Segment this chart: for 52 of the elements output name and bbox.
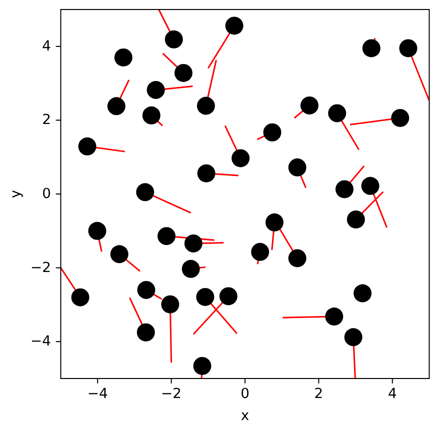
point (263, 123, 282, 142)
point (197, 164, 216, 182)
x-tick-label: 2 (314, 386, 324, 402)
point (346, 210, 365, 228)
point (325, 308, 344, 326)
point (136, 323, 155, 342)
point (354, 284, 372, 302)
point (288, 158, 306, 176)
point (184, 234, 202, 252)
x-tick-label: −2 (161, 386, 182, 402)
point (328, 104, 346, 122)
point (196, 96, 215, 115)
point (196, 288, 214, 306)
point (142, 106, 160, 124)
x-tick-label: −4 (87, 386, 108, 402)
point (78, 137, 96, 156)
point (114, 48, 132, 66)
point (107, 97, 126, 116)
point (110, 245, 128, 264)
point (158, 227, 176, 246)
point (161, 295, 180, 314)
point (362, 39, 380, 58)
point (335, 180, 354, 198)
y-tick-label: 4 (42, 38, 52, 54)
point (219, 287, 238, 306)
point (300, 96, 318, 114)
y-tick-label: −2 (30, 260, 51, 276)
point (164, 30, 183, 48)
point (71, 288, 90, 306)
point (288, 249, 306, 268)
point (146, 80, 165, 99)
point (182, 260, 200, 278)
point (265, 213, 284, 232)
point (344, 328, 362, 346)
point (88, 222, 106, 240)
point (193, 356, 212, 375)
point (391, 108, 410, 127)
y-tick-label: 2 (42, 112, 51, 128)
y-tick-label: −4 (30, 334, 52, 350)
y-axis-title: y (8, 190, 24, 198)
point (136, 183, 154, 202)
point (361, 176, 380, 195)
point (137, 280, 156, 299)
y-tick-label: 0 (42, 186, 51, 202)
point (225, 16, 244, 35)
point (232, 149, 250, 168)
point (251, 242, 270, 261)
point (399, 39, 418, 58)
x-tick-label: 0 (240, 386, 250, 402)
point (174, 64, 192, 82)
x-tick-label: 4 (388, 386, 397, 402)
x-axis-title: x (240, 408, 250, 424)
